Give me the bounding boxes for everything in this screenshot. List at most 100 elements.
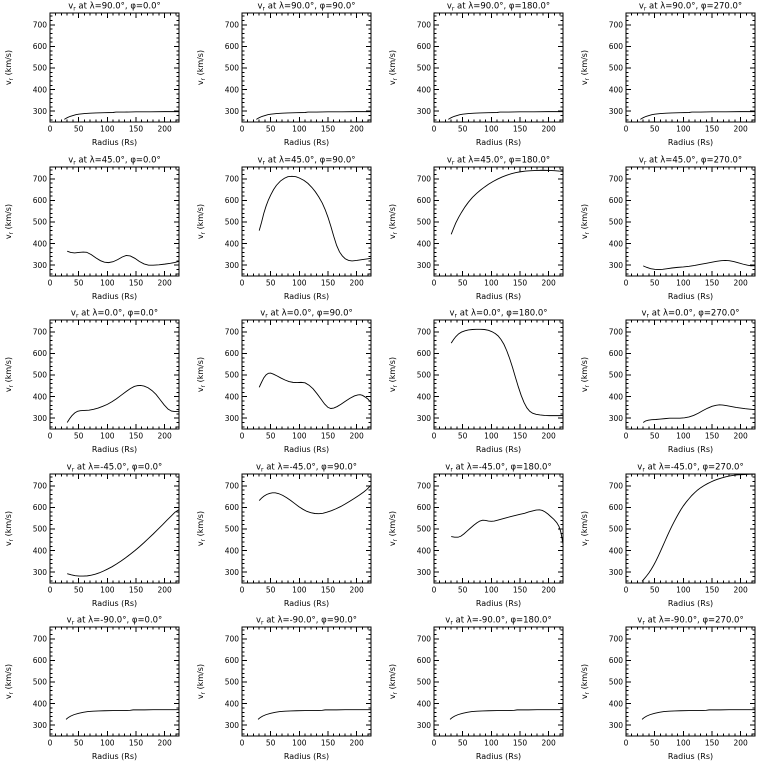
x-tick-label: 150 <box>129 278 144 287</box>
y-tick-label: 500 <box>33 678 48 687</box>
axes-frame <box>241 473 372 584</box>
y-tick-label: 400 <box>609 85 624 94</box>
y-tick-label: 500 <box>417 525 432 534</box>
data-curve <box>640 111 755 120</box>
y-tick-label: 500 <box>609 525 624 534</box>
axes-frame <box>625 166 756 277</box>
y-axis-label: vr (km/s) <box>4 357 15 392</box>
subplot-lambda-90.0-phi180.0: 0 50 100 150 200 300 400 500 600 700 vr at λ=-90.0… <box>384 614 576 768</box>
y-tick-label: 600 <box>417 349 432 358</box>
subplot-lambda45.0-phi0.0: 0 50 100 150 200 300 400 500 600 700 vr at λ=45.0°… <box>0 154 192 308</box>
x-tick-label: 200 <box>542 124 557 133</box>
x-tick-label: 200 <box>542 585 557 594</box>
axes-frame <box>625 626 756 737</box>
x-tick-label: 100 <box>484 432 499 441</box>
plot-title: vr at λ=-90.0°, φ=270.0° <box>637 616 743 627</box>
y-tick-label: 500 <box>33 525 48 534</box>
plot-canvas: 0 50 100 150 200 300 400 500 600 700 vr at λ=45.0°… <box>4 155 180 301</box>
subplot-lambda-45.0-phi90.0: 0 50 100 150 200 300 400 500 600 700 vr at λ=-45.0… <box>192 461 384 615</box>
y-tick-label: 600 <box>33 657 48 666</box>
subplot-lambda45.0-phi180.0: 0 50 100 150 200 300 400 500 600 700 vr at λ=45.0°… <box>384 154 576 308</box>
plot-canvas: 0 50 100 150 200 300 400 500 600 700 vr at λ=45.0°… <box>580 155 756 301</box>
y-tick-label: 300 <box>609 414 624 423</box>
y-tick-label: 600 <box>225 42 240 51</box>
y-tick-label: 400 <box>417 700 432 709</box>
y-tick-label: 400 <box>33 393 48 402</box>
plot-title: vr at λ=-90.0°, φ=90.0° <box>256 616 357 627</box>
x-axis-label: Radius (Rs) <box>284 599 329 608</box>
x-tick-label: 0 <box>624 124 629 133</box>
y-tick-label: 600 <box>33 503 48 512</box>
plot-title: vr at λ=0.0°, φ=270.0° <box>642 309 740 320</box>
y-axis-label: vr (km/s) <box>4 50 15 85</box>
data-curve <box>67 509 180 577</box>
y-tick-label: 400 <box>609 546 624 555</box>
subplot-lambda90.0-phi0.0: 0 50 100 150 200 300 400 500 600 700 vr at λ=90.0°… <box>0 0 192 154</box>
plot-canvas: 0 50 100 150 200 300 400 500 600 700 vr at λ=45.0°… <box>388 155 564 301</box>
x-tick-label: 0 <box>240 278 245 287</box>
x-tick-label: 50 <box>650 278 660 287</box>
y-tick-label: 600 <box>609 657 624 666</box>
y-tick-label: 300 <box>417 721 432 730</box>
plot-title: vr at λ=45.0°, φ=270.0° <box>639 155 742 166</box>
x-tick-label: 150 <box>129 432 144 441</box>
x-tick-label: 100 <box>292 124 307 133</box>
y-tick-label: 600 <box>609 196 624 205</box>
subplot-lambda-45.0-phi180.0: 0 50 100 150 200 300 400 500 600 700 vr at λ=-45.0… <box>384 461 576 615</box>
plot-title: vr at λ=45.0°, φ=90.0° <box>258 155 356 166</box>
plot-title: vr at λ=90.0°, φ=90.0° <box>258 1 356 12</box>
y-tick-label: 400 <box>33 85 48 94</box>
subplot-lambda45.0-phi90.0: 0 50 100 150 200 300 400 500 600 700 vr at λ=45.0°… <box>192 154 384 308</box>
data-curve <box>451 509 564 545</box>
plot-canvas: 0 50 100 150 200 300 400 500 600 700 vr at λ=-90.0… <box>196 616 372 761</box>
x-tick-label: 100 <box>484 585 499 594</box>
x-tick-label: 100 <box>292 585 307 594</box>
x-tick-label: 50 <box>266 739 276 748</box>
y-tick-label: 300 <box>33 260 48 269</box>
x-tick-label: 200 <box>158 739 173 748</box>
x-tick-label: 150 <box>513 432 528 441</box>
x-tick-label: 100 <box>100 585 115 594</box>
y-tick-label: 500 <box>609 678 624 687</box>
subplot-lambda0.0-phi270.0: 0 50 100 150 200 300 400 500 600 700 vr at λ=0.0°,… <box>576 307 768 461</box>
x-tick-label: 100 <box>676 124 691 133</box>
y-tick-label: 700 <box>417 174 432 183</box>
y-tick-label: 300 <box>225 107 240 116</box>
y-tick-label: 300 <box>225 414 240 423</box>
data-curve <box>256 111 371 120</box>
x-tick-label: 50 <box>458 432 468 441</box>
x-tick-label: 50 <box>74 278 84 287</box>
axes-frame <box>49 166 180 277</box>
y-tick-label: 700 <box>609 635 624 644</box>
y-axis-label: vr (km/s) <box>388 50 399 85</box>
x-tick-label: 150 <box>513 739 528 748</box>
subplot-lambda45.0-phi270.0: 0 50 100 150 200 300 400 500 600 700 vr at λ=45.0°… <box>576 154 768 308</box>
subplot-lambda-90.0-phi90.0: 0 50 100 150 200 300 400 500 600 700 vr at λ=-90.0… <box>192 614 384 768</box>
y-tick-label: 500 <box>225 371 240 380</box>
plot-canvas: 0 50 100 150 200 300 400 500 600 700 vr at λ=-45.0… <box>580 462 756 608</box>
subplot-lambda-45.0-phi0.0: 0 50 100 150 200 300 400 500 600 700 vr at λ=-45.0… <box>0 461 192 615</box>
x-tick-label: 150 <box>129 585 144 594</box>
y-axis-label: vr (km/s) <box>580 511 591 546</box>
y-tick-label: 400 <box>609 393 624 402</box>
data-curve <box>641 473 755 582</box>
plot-canvas: 0 50 100 150 200 300 400 500 600 700 vr at λ=-45.0… <box>388 462 564 608</box>
x-tick-label: 200 <box>734 124 749 133</box>
x-axis-label: Radius (Rs) <box>284 445 329 454</box>
data-curve <box>65 709 179 721</box>
data-curve <box>258 484 372 514</box>
data-curve <box>642 404 756 424</box>
x-axis-label: Radius (Rs) <box>284 752 329 761</box>
y-tick-label: 700 <box>609 21 624 30</box>
x-axis-label: Radius (Rs) <box>668 599 713 608</box>
y-tick-label: 600 <box>33 42 48 51</box>
y-axis-label: vr (km/s) <box>196 50 207 85</box>
plot-canvas: 0 50 100 150 200 300 400 500 600 700 vr at λ=-45.0… <box>4 462 180 608</box>
x-tick-label: 50 <box>74 585 84 594</box>
y-tick-label: 600 <box>33 196 48 205</box>
y-tick-label: 600 <box>225 503 240 512</box>
x-axis-label: Radius (Rs) <box>668 292 713 301</box>
axes-frame <box>433 166 564 277</box>
x-tick-label: 150 <box>321 739 336 748</box>
x-tick-label: 150 <box>705 124 720 133</box>
